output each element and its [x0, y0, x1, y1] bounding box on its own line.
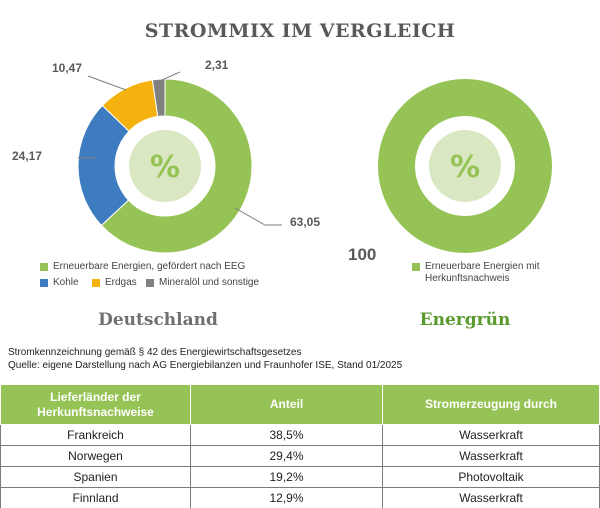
percent-icon: %: [450, 150, 480, 185]
table-cell: Spanien: [0, 466, 191, 488]
column-header: Lieferländer der Herkunftsnachweise: [0, 384, 191, 425]
table-cell: Norwegen: [0, 445, 191, 467]
donut-slice: [378, 79, 552, 253]
donut-slice: [151, 78, 166, 118]
table-cell: Wasserkraft: [382, 487, 600, 508]
source-line-2: Quelle: eigene Darstellung nach AG Energ…: [8, 359, 403, 371]
table-row: Frankreich 38,5% Wasserkraft: [0, 424, 600, 446]
table-cell: Wasserkraft: [382, 424, 600, 446]
page-title: STROMMIX IM VERGLEICH: [144, 20, 456, 42]
legend-item-ee: Erneuerbare Energien, gefördert nach EEG: [40, 261, 245, 272]
column-header: Anteil: [190, 384, 383, 425]
table-row: Finnland 12,9% Wasserkraft: [0, 487, 600, 508]
table-cell: Wasserkraft: [382, 445, 600, 467]
legend-swatch: [92, 279, 100, 287]
table-cell: 12,9%: [190, 487, 383, 508]
data-label: 10,47: [52, 61, 82, 75]
data-label: 63,05: [290, 215, 320, 229]
legend-swatch: [40, 263, 48, 271]
table-cell: 19,2%: [190, 466, 383, 488]
source-note: Stromkennzeichnung gemäß § 42 des Energi…: [8, 347, 402, 372]
center-disc: [429, 130, 501, 202]
center-disc: [129, 130, 201, 202]
legend-item-ee-hkn: Erneuerbare Energien mit Herkunftsnachwe…: [412, 261, 552, 285]
table-cell: Photovoltaik: [382, 466, 600, 488]
leader-line: [161, 71, 181, 81]
donut-charts: 63,05 24,17 10,47 2,31% 100%: [12, 58, 552, 264]
legend-label: Mineralöl und sonstige: [159, 277, 260, 288]
legend-item-mineraloel: Mineralöl und sonstige: [146, 277, 259, 288]
legend-swatch: [412, 263, 420, 271]
legend-swatch: [40, 279, 48, 287]
legend-label: Erneuerbare Energien mit Herkunftsnachwe…: [425, 261, 540, 284]
legend-label: Erneuerbare Energien, gefördert nach EEG: [53, 261, 246, 272]
lieferlaender-table: Lieferländer der Herkunftsnachweise Ante…: [0, 384, 600, 508]
percent-icon: %: [150, 150, 180, 185]
source-line-1: Stromkennzeichnung gemäß § 42 des Energi…: [8, 347, 302, 358]
column-header: Stromerzeugung durch: [382, 384, 600, 425]
leader-line: [234, 207, 282, 226]
table-header-row: Lieferländer der Herkunftsnachweise Ante…: [0, 384, 600, 425]
table-cell: 38,5%: [190, 424, 383, 446]
chart-name-deutschland: Deutschland: [98, 310, 218, 330]
legend-label: Kohle: [53, 277, 79, 288]
table-row: Norwegen 29,4% Wasserkraft: [0, 445, 600, 467]
leader-line: [87, 75, 127, 91]
table-cell: Finnland: [0, 487, 191, 508]
legend-item-kohle: Kohle: [40, 277, 79, 288]
table-row: Spanien 19,2% Photovoltaik: [0, 466, 600, 488]
data-label: 24,17: [12, 149, 42, 163]
donut-slice: [100, 78, 253, 254]
table-cell: Frankreich: [0, 424, 191, 446]
data-label: 2,31: [205, 58, 229, 72]
table-cell: 29,4%: [190, 445, 383, 467]
chart-name-energruen: Energrün: [419, 310, 511, 330]
data-label: 100: [348, 245, 376, 264]
legend-swatch: [146, 279, 154, 287]
legend-label: Erdgas: [105, 277, 137, 288]
legend-item-erdgas: Erdgas: [92, 277, 137, 288]
